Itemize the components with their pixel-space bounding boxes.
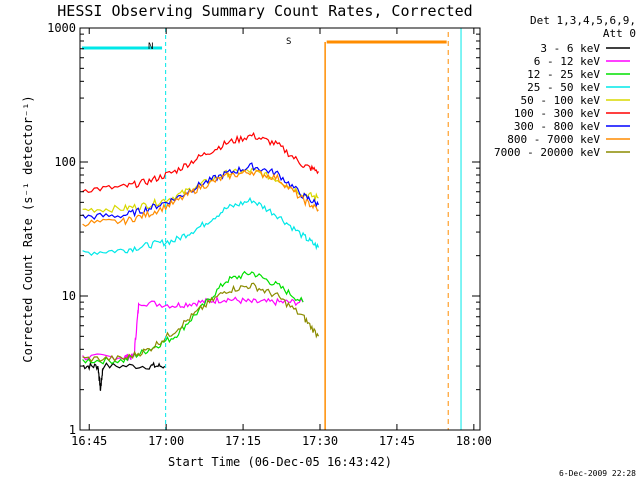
legend-entry-label: 6 - 12 keV: [534, 55, 601, 68]
x-tick-label: 16:45: [71, 434, 107, 448]
plot-frame: [79, 27, 481, 431]
series-lines: [82, 28, 462, 430]
series-line: [82, 361, 166, 392]
legend-entry-label: 12 - 25 keV: [527, 68, 600, 81]
y-tick-label: 100: [54, 155, 76, 169]
x-tick-label: 18:00: [456, 434, 492, 448]
x-axis: 16:45 17:00 17:15 17:30 17:45 18:00: [71, 28, 492, 448]
series-line: [82, 295, 304, 362]
y-axis: 1 10 100 1000: [47, 21, 480, 437]
series-line: [82, 167, 319, 214]
north-marker-label: N: [148, 42, 153, 52]
saa-marker-label: S: [286, 37, 291, 47]
legend-entry-label: 300 - 800 keV: [514, 120, 600, 133]
y-tick-label: 10: [62, 289, 76, 303]
legend-entry-label: 800 - 7000 keV: [507, 133, 600, 146]
legend-entry-label: 25 - 50 keV: [527, 81, 600, 94]
series-line: [82, 162, 320, 221]
x-tick-label: 17:00: [148, 434, 184, 448]
series-line: [82, 270, 304, 365]
x-tick-label: 17:30: [302, 434, 338, 448]
legend-header-line-2: Att 0: [603, 27, 636, 40]
timestamp: 6-Dec-2009 22:28: [559, 469, 636, 478]
legend-entry-label: 3 - 6 keV: [540, 42, 600, 55]
x-axis-label: Start Time (06-Dec-05 16:43:42): [168, 455, 392, 469]
y-tick-label: 1: [69, 423, 76, 437]
series-line: [82, 282, 320, 363]
series-line: [82, 131, 319, 193]
chart-title: HESSI Observing Summary Count Rates, Cor…: [57, 2, 472, 20]
x-tick-label: 17:15: [225, 434, 261, 448]
series-line: [82, 196, 320, 257]
y-tick-label: 1000: [47, 21, 76, 35]
series-line: [82, 169, 319, 227]
legend-entry-label: 100 - 300 keV: [514, 107, 600, 120]
y-axis-label: Corrected Count Rate (s⁻¹ detector⁻¹): [21, 95, 35, 362]
legend-entry-label: 50 - 100 keV: [521, 94, 601, 107]
legend-header-line-1: Det 1,3,4,5,6,9,: [530, 14, 636, 27]
x-tick-label: 17:45: [379, 434, 415, 448]
legend-entry-label: 7000 - 20000 keV: [494, 146, 600, 159]
